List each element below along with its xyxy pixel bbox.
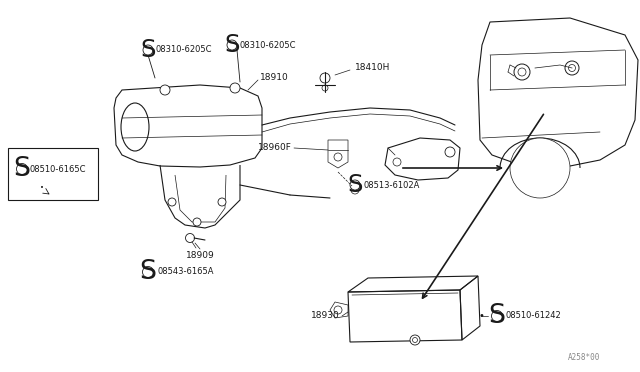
Text: S: S xyxy=(348,173,363,197)
Circle shape xyxy=(568,64,575,71)
Text: 08310-6205C: 08310-6205C xyxy=(156,45,212,55)
Circle shape xyxy=(410,335,420,345)
Circle shape xyxy=(218,198,226,206)
Circle shape xyxy=(17,164,28,174)
Circle shape xyxy=(227,40,237,50)
Circle shape xyxy=(168,198,176,206)
Circle shape xyxy=(160,85,170,95)
Text: 08310-6205C: 08310-6205C xyxy=(240,41,296,49)
Circle shape xyxy=(445,147,455,157)
Text: S: S xyxy=(140,259,157,285)
Text: S: S xyxy=(224,33,240,57)
Text: 08510-61242: 08510-61242 xyxy=(505,311,561,321)
Text: 08513-6102A: 08513-6102A xyxy=(363,180,419,189)
Circle shape xyxy=(413,337,417,343)
Text: •: • xyxy=(40,185,44,191)
Text: S: S xyxy=(140,38,156,62)
Text: S: S xyxy=(488,303,506,329)
Circle shape xyxy=(350,180,360,190)
Circle shape xyxy=(510,138,570,198)
Circle shape xyxy=(230,83,240,93)
Circle shape xyxy=(492,311,502,321)
Circle shape xyxy=(320,73,330,83)
Text: 18909: 18909 xyxy=(186,250,214,260)
Circle shape xyxy=(143,266,154,278)
Circle shape xyxy=(334,153,342,161)
Circle shape xyxy=(334,306,342,314)
Text: A258*00: A258*00 xyxy=(568,353,600,362)
Circle shape xyxy=(565,61,579,75)
Text: •: • xyxy=(478,311,484,321)
Text: 08510-6165C: 08510-6165C xyxy=(30,164,86,173)
Circle shape xyxy=(193,218,201,226)
Text: S: S xyxy=(13,156,31,182)
Text: 08543-6165A: 08543-6165A xyxy=(157,267,214,276)
Circle shape xyxy=(518,68,526,76)
Circle shape xyxy=(393,158,401,166)
Circle shape xyxy=(322,85,328,91)
Text: 18930: 18930 xyxy=(311,311,340,321)
Circle shape xyxy=(351,186,359,194)
Text: 18910: 18910 xyxy=(260,74,289,83)
Text: 18960F: 18960F xyxy=(258,144,292,153)
Bar xyxy=(8,148,98,200)
Text: 18410H: 18410H xyxy=(355,64,390,73)
Circle shape xyxy=(143,45,153,55)
Circle shape xyxy=(186,234,195,243)
Circle shape xyxy=(514,64,530,80)
